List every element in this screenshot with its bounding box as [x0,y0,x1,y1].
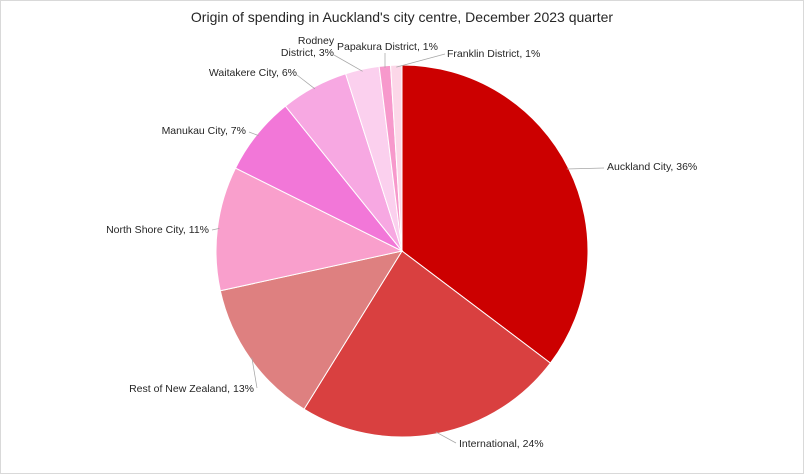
leader-line-1 [435,431,457,444]
data-label-5: Waitakere City, 6% [209,67,297,79]
data-label-4: Manukau City, 7% [162,125,246,137]
leader-line-8 [396,53,446,68]
data-label-1: International, 24% [459,438,544,450]
leader-line-5 [296,74,316,90]
chart-title: Origin of spending in Auckland's city ce… [190,9,614,25]
data-label-0: Auckland City, 36% [607,161,697,173]
pie-slice-3 [215,167,404,292]
leader-line-0 [566,167,605,170]
pie-slice-8 [390,64,403,252]
data-label-2: Rest of New Zealand, 13% [129,383,254,395]
leader-line-3 [211,228,220,231]
data-label-8: Franklin District, 1% [447,48,540,60]
pie-slice-1 [303,250,552,438]
leader-line-4 [248,131,259,136]
leader-line-2 [251,357,258,389]
data-label-6: Rodney District, 3% [281,35,335,59]
leader-line-6 [333,54,363,72]
data-label-7: Papakura District, 1% [337,41,438,53]
pie-slice-2 [219,250,404,410]
pie-slice-0 [401,64,589,364]
data-label-3: North Shore City, 11% [106,224,209,236]
